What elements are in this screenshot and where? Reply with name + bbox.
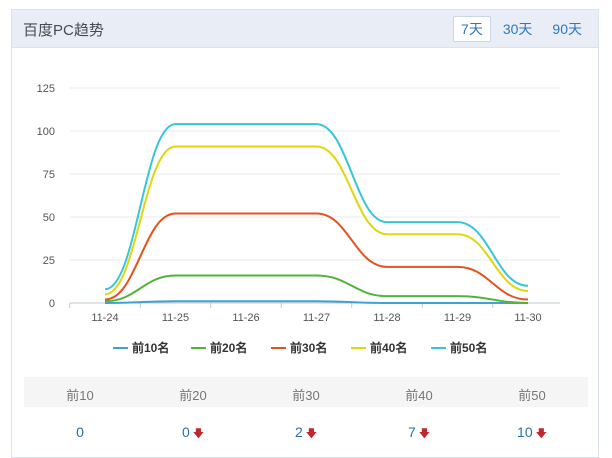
series-line-4 <box>104 145 529 296</box>
legend-label: 前10名 <box>132 340 169 355</box>
summary-value-text[interactable]: 10 <box>517 424 533 440</box>
panel-header: 百度PC趋势 7天 30天 90天 <box>12 10 598 48</box>
down-arrow-icon: 🡇 <box>192 428 205 440</box>
legend-label: 前30名 <box>290 340 327 355</box>
summary-value-text[interactable]: 0 <box>76 424 84 440</box>
x-tick-label: 11-29 <box>444 312 471 324</box>
summary-label-top10: 前10 <box>66 388 94 403</box>
down-arrow-icon: 🡇 <box>418 428 431 440</box>
summary-value-text[interactable]: 2 <box>294 424 303 440</box>
series-line-2 <box>104 274 529 304</box>
series-line-3 <box>104 212 529 301</box>
summary-header-row <box>24 377 588 407</box>
series-line-1 <box>104 300 528 305</box>
summary-value-top50: 10 🡇 <box>476 424 588 444</box>
summary-label-top40: 前40 <box>405 388 433 403</box>
summary-value-top10: 0 <box>24 424 136 440</box>
legend-label: 前20名 <box>210 340 247 355</box>
y-tick-label: 125 <box>37 83 55 95</box>
legend-label: 前50名 <box>450 340 487 355</box>
summary-label-top20: 前20 <box>179 388 207 403</box>
summary-label-top30: 前30 <box>292 388 320 403</box>
down-arrow-icon: 🡇 <box>305 428 318 440</box>
tab-7-days[interactable]: 7天 <box>453 16 491 42</box>
range-tabs: 7天 30天 90天 <box>453 16 590 42</box>
y-tick-label: 50 <box>43 212 55 224</box>
x-tick-label: 11-25 <box>162 312 189 324</box>
summary-value-top30: 2 🡇 <box>250 424 362 444</box>
legend-label: 前40名 <box>370 340 407 355</box>
y-tick-label: 75 <box>43 169 55 181</box>
x-tick-label: 11-30 <box>514 312 541 324</box>
summary-value-top20: 0 🡇 <box>137 424 249 444</box>
summary-label-top50: 前50 <box>518 388 546 403</box>
summary-value-text[interactable]: 7 <box>407 424 416 440</box>
panel-title: 百度PC趋势 <box>23 22 104 39</box>
down-arrow-icon: 🡇 <box>535 428 547 440</box>
tab-90-days[interactable]: 90天 <box>552 21 582 37</box>
x-tick-label: 11-27 <box>303 312 330 324</box>
y-tick-label: 25 <box>43 255 55 267</box>
y-tick-label: 100 <box>37 126 55 138</box>
summary-value-text[interactable]: 0 <box>181 424 190 440</box>
x-tick-label: 11-26 <box>232 312 259 324</box>
series-line-5 <box>104 123 529 291</box>
y-tick-label: 0 <box>49 298 55 310</box>
rank-summary-table: 前10 前20 前30 前40 前50 0 0 🡇 2 🡇 7 🡇 10 🡇 <box>24 377 588 458</box>
tab-30-days[interactable]: 30天 <box>502 21 533 37</box>
summary-value-top40: 7 🡇 <box>363 424 475 444</box>
x-tick-label: 11-24 <box>91 312 118 324</box>
x-tick-label: 11-28 <box>373 312 400 324</box>
